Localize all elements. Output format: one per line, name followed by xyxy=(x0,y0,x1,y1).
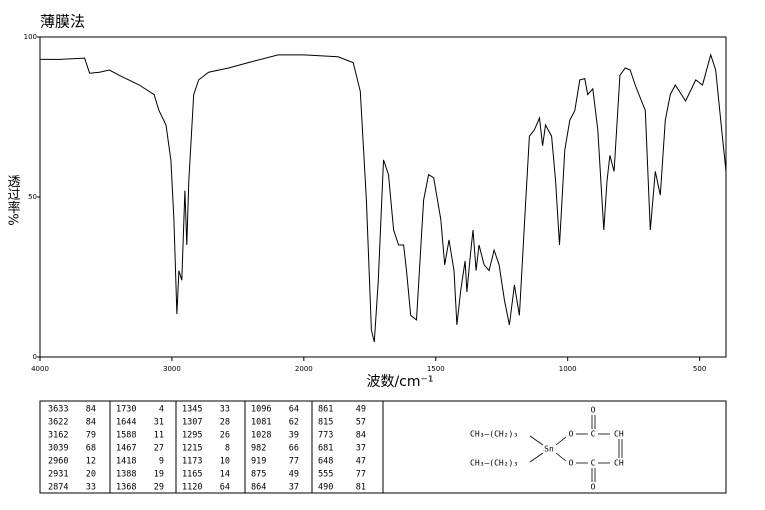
table-transmittance: 37 xyxy=(356,444,366,454)
x-tick-label: 2000 xyxy=(295,365,313,373)
x-tick-label: 500 xyxy=(693,365,706,373)
table-wavenumber: 555 xyxy=(318,470,333,480)
table-wavenumber: 3162 xyxy=(48,431,68,441)
table-wavenumber: 2931 xyxy=(48,470,68,480)
table-wavenumber: 681 xyxy=(318,444,333,454)
structure-label: CH₃—(CH₂)₃ xyxy=(470,430,518,439)
chart-title: 薄膜法 xyxy=(40,13,85,31)
table-wavenumber: 773 xyxy=(318,431,333,441)
table-transmittance: 66 xyxy=(289,444,299,454)
table-wavenumber: 1165 xyxy=(182,470,202,480)
table-transmittance: 26 xyxy=(220,431,230,441)
table-wavenumber: 815 xyxy=(318,418,333,428)
structure-label: CH₃—(CH₂)₃ xyxy=(470,459,518,468)
table-transmittance: 31 xyxy=(154,418,164,428)
table-wavenumber: 1307 xyxy=(182,418,202,428)
table-transmittance: 4 xyxy=(159,405,164,415)
x-tick-label: 1500 xyxy=(427,365,445,373)
table-wavenumber: 3622 xyxy=(48,418,68,428)
table-transmittance: 77 xyxy=(356,470,366,480)
y-tick-label: 0 xyxy=(33,353,37,361)
structure-label: O xyxy=(591,483,596,492)
structure-label: C xyxy=(591,430,596,439)
table-wavenumber: 3633 xyxy=(48,405,68,415)
table-transmittance: 39 xyxy=(289,431,299,441)
structure-label: CH xyxy=(614,430,624,439)
table-transmittance: 64 xyxy=(220,483,230,493)
table-wavenumber: 648 xyxy=(318,457,333,467)
x-tick-label: 4000 xyxy=(31,365,49,373)
table-wavenumber: 861 xyxy=(318,405,333,415)
table-wavenumber: 1388 xyxy=(116,470,136,480)
plot-frame xyxy=(39,36,727,358)
table-transmittance: 77 xyxy=(289,457,299,467)
table-transmittance: 9 xyxy=(159,457,164,467)
x-tick-label: 3000 xyxy=(163,365,181,373)
table-transmittance: 68 xyxy=(86,444,96,454)
structure-label: O xyxy=(569,459,574,468)
table-transmittance: 84 xyxy=(356,431,366,441)
table-transmittance: 47 xyxy=(356,457,366,467)
table-transmittance: 81 xyxy=(356,483,366,493)
x-axis-label: 波数/cm⁻¹ xyxy=(366,374,433,390)
table-wavenumber: 1028 xyxy=(251,431,271,441)
table-transmittance: 14 xyxy=(220,470,230,480)
table-transmittance: 8 xyxy=(225,444,230,454)
y-axis-label: 透过率% xyxy=(5,174,21,225)
table-wavenumber: 1215 xyxy=(182,444,202,454)
table-transmittance: 28 xyxy=(220,418,230,428)
structure-label: O xyxy=(591,406,596,415)
table-wavenumber: 1368 xyxy=(116,483,136,493)
table-transmittance: 27 xyxy=(154,444,164,454)
structure-label: Sn xyxy=(544,445,554,454)
table-wavenumber: 2960 xyxy=(48,457,68,467)
table-transmittance: 29 xyxy=(154,483,164,493)
table-wavenumber: 864 xyxy=(251,483,266,493)
table-wavenumber: 1588 xyxy=(116,431,136,441)
y-tick-label: 50 xyxy=(28,193,37,201)
table-transmittance: 84 xyxy=(86,418,96,428)
table-transmittance: 62 xyxy=(289,418,299,428)
table-transmittance: 20 xyxy=(86,470,96,480)
structure-label: C xyxy=(591,459,596,468)
table-wavenumber: 1173 xyxy=(182,457,202,467)
table-wavenumber: 2874 xyxy=(48,483,68,493)
table-wavenumber: 1096 xyxy=(251,405,271,415)
table-wavenumber: 1467 xyxy=(116,444,136,454)
table-transmittance: 33 xyxy=(220,405,230,415)
table-wavenumber: 982 xyxy=(251,444,266,454)
table-wavenumber: 1644 xyxy=(116,418,136,428)
table-wavenumber: 1081 xyxy=(251,418,271,428)
table-transmittance: 37 xyxy=(289,483,299,493)
table-transmittance: 79 xyxy=(86,431,96,441)
structure-label: O xyxy=(569,430,574,439)
table-wavenumber: 875 xyxy=(251,470,266,480)
table-transmittance: 57 xyxy=(356,418,366,428)
table-wavenumber: 1345 xyxy=(182,405,202,415)
table-wavenumber: 1418 xyxy=(116,457,136,467)
spectrum-line xyxy=(40,53,727,343)
table-transmittance: 10 xyxy=(220,457,230,467)
table-wavenumber: 1295 xyxy=(182,431,202,441)
table-transmittance: 84 xyxy=(86,405,96,415)
table-wavenumber: 1120 xyxy=(182,483,202,493)
structure-label: CH xyxy=(614,459,624,468)
table-transmittance: 64 xyxy=(289,405,299,415)
table-transmittance: 19 xyxy=(154,470,164,480)
table-transmittance: 49 xyxy=(356,405,366,415)
table-transmittance: 11 xyxy=(154,431,164,441)
structure-bonds xyxy=(529,415,623,482)
table-transmittance: 49 xyxy=(289,470,299,480)
table-wavenumber: 3039 xyxy=(48,444,68,454)
x-tick-label: 1000 xyxy=(559,365,577,373)
y-tick-label: 100 xyxy=(24,33,37,41)
table-wavenumber: 919 xyxy=(251,457,266,467)
table-transmittance: 33 xyxy=(86,483,96,493)
table-transmittance: 12 xyxy=(86,457,96,467)
table-wavenumber: 1730 xyxy=(116,405,136,415)
table-wavenumber: 490 xyxy=(318,483,333,493)
